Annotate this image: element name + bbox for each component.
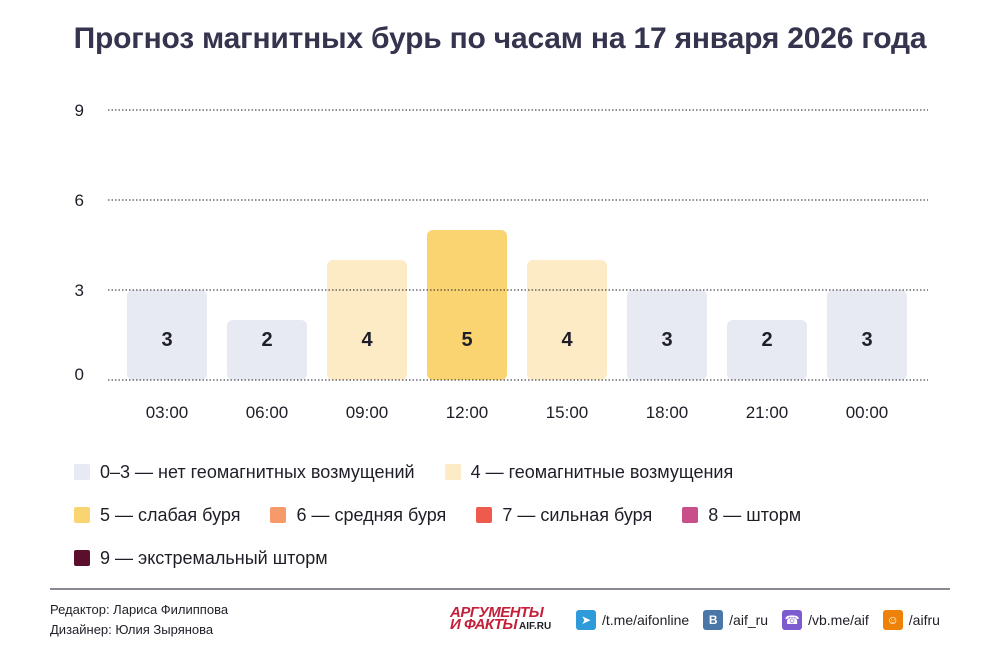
legend-swatch bbox=[682, 507, 699, 523]
legend-label: 7 — сильная буря bbox=[502, 504, 653, 525]
telegram-icon: ➤ bbox=[576, 610, 596, 630]
logo-line-1: АРГУМЕНТЫ bbox=[450, 604, 544, 621]
designer-credit: Дизайнер: Юлия Зырянова bbox=[50, 622, 214, 637]
bar-0 bbox=[127, 290, 207, 380]
value-label-6: 2 bbox=[761, 329, 772, 351]
x-tick-label-2: 09:00 bbox=[346, 403, 389, 422]
footer-divider bbox=[50, 588, 950, 590]
x-tick-label-1: 06:00 bbox=[246, 403, 289, 422]
x-tick-label-6: 21:00 bbox=[746, 403, 789, 422]
viber-icon: ☎ bbox=[782, 610, 803, 630]
value-label-2: 4 bbox=[361, 329, 373, 351]
value-label-4: 4 bbox=[561, 329, 573, 351]
social-link-odnoklassniki[interactable]: ☺ /aifru bbox=[882, 610, 940, 630]
footer-links: АРГУМЕНТЫ И ФАКТЫ AIF.RU ➤ /t.me/aifonlin… bbox=[450, 605, 954, 635]
legend-swatch bbox=[476, 507, 493, 523]
aif-logo[interactable]: АРГУМЕНТЫ И ФАКТЫ AIF.RU bbox=[450, 604, 562, 633]
legend-swatch bbox=[74, 464, 90, 480]
bar-4 bbox=[527, 260, 607, 380]
legend-row-1: 5 — слабая буря 6 — средняя буря 7 — сильн… bbox=[74, 503, 954, 527]
legend-item: 9 — экстремальный шторм bbox=[74, 548, 328, 569]
legend-item: 0–3 — нет геомагнитных возмущений bbox=[74, 462, 415, 483]
legend-label: 9 — экстремальный шторм bbox=[100, 547, 328, 568]
social-link-viber[interactable]: ☎ /vb.me/aif bbox=[782, 610, 869, 630]
y-tick-label-0: 0 bbox=[75, 365, 84, 384]
legend-label: 4 — геомагнитные возмущения bbox=[470, 461, 734, 482]
y-tick-label-3: 9 bbox=[75, 101, 84, 120]
legend: 0–3 — нет геомагнитных возмущений 4 — гео… bbox=[74, 460, 954, 589]
value-label-1: 2 bbox=[261, 329, 272, 351]
x-tick-label-4: 15:00 bbox=[546, 403, 589, 422]
legend-swatch bbox=[444, 464, 461, 480]
legend-item: 6 — средняя буря bbox=[270, 505, 446, 526]
x-tick-label-0: 03:00 bbox=[146, 403, 189, 422]
legend-item: 7 — сильная буря bbox=[476, 505, 652, 526]
legend-swatch bbox=[270, 507, 287, 523]
chart-title: Прогноз магнитных бурь по часам на 17 ян… bbox=[73, 22, 927, 55]
social-link-label: /aif_ru bbox=[729, 612, 769, 628]
social-link-label: /vb.me/aif bbox=[808, 612, 869, 628]
legend-label: 6 — средняя буря bbox=[296, 504, 447, 525]
bar-chart: 0 3 6 9 3 03:00 2 06:00 4 09:00 5 12:00 4 15:00 3 18:00… bbox=[75, 101, 928, 422]
logo-site: AIF.RU bbox=[519, 621, 552, 632]
value-label-3: 5 bbox=[461, 329, 472, 351]
social-link-label: /t.me/aifonline bbox=[602, 612, 690, 628]
y-tick-label-2: 6 bbox=[75, 191, 84, 210]
social-link-label: /aifru bbox=[908, 612, 940, 628]
legend-row-2: 9 — экстремальный шторм bbox=[74, 546, 954, 570]
credits: Редактор: Лариса Филиппова Дизайнер: Юли… bbox=[50, 600, 228, 640]
x-tick-label-7: 00:00 bbox=[846, 403, 889, 422]
legend-label: 8 — шторм bbox=[708, 504, 802, 525]
legend-label: 5 — слабая буря bbox=[100, 504, 241, 525]
value-label-0: 3 bbox=[161, 329, 172, 351]
bar-7 bbox=[827, 290, 907, 380]
legend-label: 0–3 — нет геомагнитных возмущений bbox=[100, 461, 415, 482]
legend-swatch bbox=[74, 507, 90, 523]
social-link-vk[interactable]: B/aif_ru bbox=[703, 610, 768, 630]
legend-swatch bbox=[74, 550, 90, 566]
legend-item: 4 — геомагнитные возмущения bbox=[444, 461, 734, 483]
value-label-5: 3 bbox=[661, 329, 672, 351]
vk-icon: B bbox=[703, 610, 724, 630]
social-link-telegram[interactable]: ➤ /t.me/aifonline bbox=[576, 610, 689, 630]
x-tick-label-5: 18:00 bbox=[646, 403, 689, 422]
x-tick-label-3: 12:00 bbox=[446, 403, 489, 422]
logo-line-2: И ФАКТЫ bbox=[450, 616, 518, 633]
legend-item: 5 — слабая буря bbox=[74, 505, 240, 526]
bar-6 bbox=[727, 320, 807, 380]
bar-3 bbox=[427, 230, 507, 380]
bar-2 bbox=[327, 260, 407, 380]
bar-1 bbox=[227, 320, 307, 380]
legend-row-0: 0–3 — нет геомагнитных возмущений 4 — гео… bbox=[74, 460, 954, 484]
bar-5 bbox=[627, 290, 707, 380]
editor-credit: Редактор: Лариса Филиппова bbox=[50, 602, 229, 617]
value-label-7: 3 bbox=[861, 329, 872, 351]
legend-item: 8 — шторм bbox=[682, 505, 801, 526]
odnoklassniki-icon: ☺ bbox=[882, 610, 903, 630]
y-tick-label-1: 3 bbox=[75, 281, 84, 300]
